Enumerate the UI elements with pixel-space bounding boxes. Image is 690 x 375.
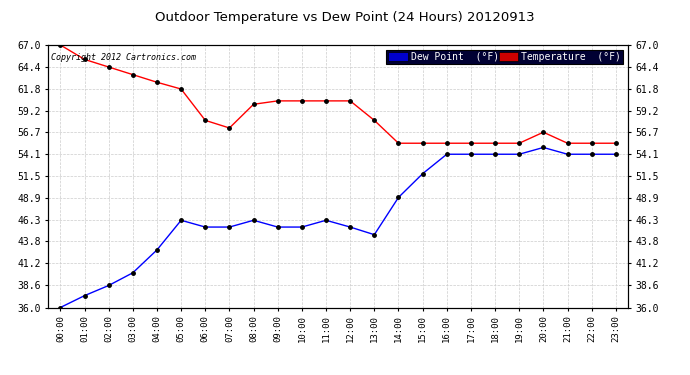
Legend: Dew Point  (°F), Temperature  (°F): Dew Point (°F), Temperature (°F)	[386, 50, 623, 64]
Text: Outdoor Temperature vs Dew Point (24 Hours) 20120913: Outdoor Temperature vs Dew Point (24 Hou…	[155, 11, 535, 24]
Text: Copyright 2012 Cartronics.com: Copyright 2012 Cartronics.com	[51, 53, 196, 62]
